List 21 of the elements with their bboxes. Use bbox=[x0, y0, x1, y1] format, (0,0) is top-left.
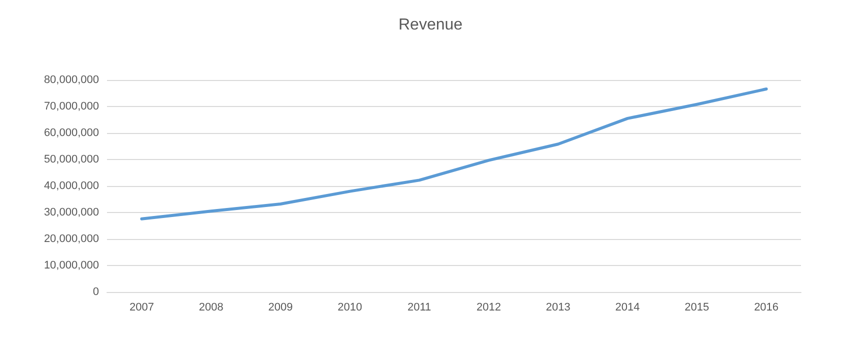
y-tick-label: 10,000,000 bbox=[44, 260, 99, 272]
y-tick-label: 20,000,000 bbox=[44, 233, 99, 245]
line-series bbox=[140, 88, 768, 220]
x-tick-label: 2010 bbox=[338, 302, 362, 314]
x-tick-label: 2016 bbox=[754, 302, 779, 314]
y-tick-label: 40,000,000 bbox=[44, 180, 99, 192]
x-tick-label: 2007 bbox=[129, 302, 154, 314]
y-tick-label: 70,000,000 bbox=[44, 100, 99, 112]
y-tick-label: 60,000,000 bbox=[44, 127, 99, 139]
x-tick-label: 2012 bbox=[476, 302, 501, 314]
y-tick-label: 80,000,000 bbox=[44, 74, 99, 86]
x-tick-label: 2009 bbox=[268, 302, 293, 314]
y-tick-label: 50,000,000 bbox=[44, 154, 99, 166]
x-tick-label: 2011 bbox=[407, 302, 432, 314]
x-tick-label: 2013 bbox=[546, 302, 570, 314]
chart-title: Revenue bbox=[398, 16, 463, 34]
x-tick-label: 2015 bbox=[684, 302, 710, 314]
y-tick-label: 0 bbox=[92, 286, 99, 298]
y-tick-label: 30,000,000 bbox=[44, 206, 99, 218]
x-tick-label: 2008 bbox=[198, 302, 224, 314]
x-tick-label: 2014 bbox=[615, 302, 640, 314]
